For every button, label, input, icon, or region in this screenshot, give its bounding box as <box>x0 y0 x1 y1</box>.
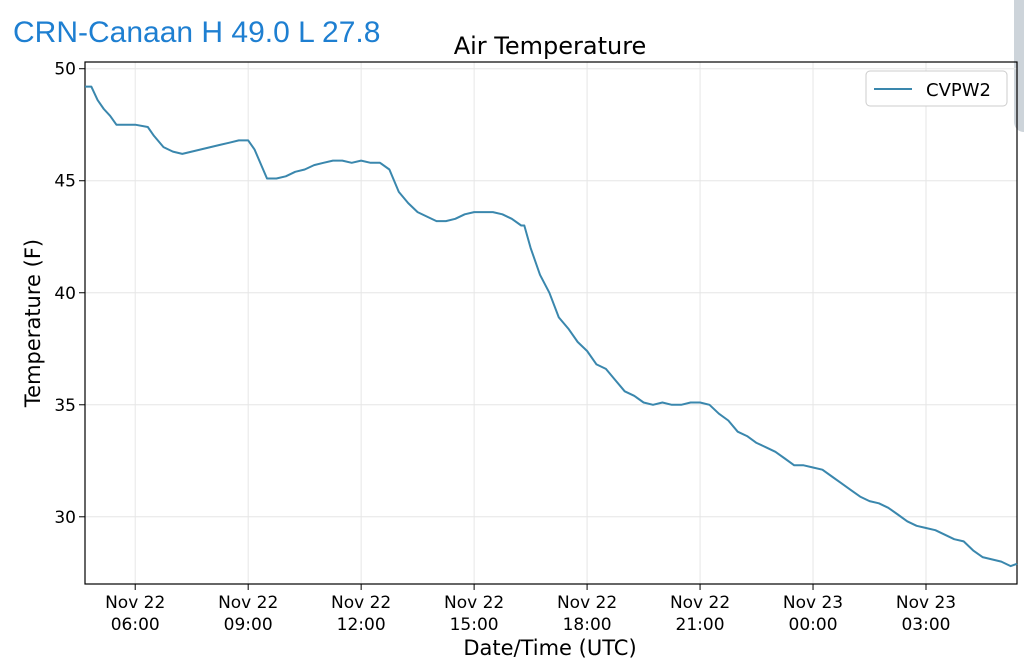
y-tick-label: 50 <box>54 60 76 80</box>
x-tick-label: Nov 22 06:00 <box>105 593 165 635</box>
x-tick-label: Nov 23 03:00 <box>896 593 956 635</box>
x-tick-label: Nov 22 09:00 <box>218 593 278 635</box>
x-tick-label: Nov 22 21:00 <box>670 593 730 635</box>
legend-box <box>865 70 1008 107</box>
x-axis-label: Date/Time (UTC) <box>463 636 636 660</box>
x-tick-label: Nov 23 00:00 <box>783 593 843 635</box>
x-tick-label: Nov 22 15:00 <box>444 593 504 635</box>
y-tick-label: 30 <box>54 508 76 528</box>
axis-ticks: 30 35 40 45 50 Nov 22 06:00 Nov 22 09:00 Nov 22 12… <box>54 60 956 635</box>
side-drawer-handle[interactable] <box>1014 0 1024 132</box>
y-tick-label: 40 <box>54 284 76 304</box>
series-layer <box>85 85 1018 568</box>
x-tick-label: Nov 22 12:00 <box>331 593 391 635</box>
series-line-cvpw2 <box>85 85 1018 568</box>
y-axis-label: Temperature (F) <box>21 239 45 408</box>
chart-grid <box>85 62 1017 584</box>
chart-legend: CVPW2 <box>865 70 1008 107</box>
chart-title: Air Temperature <box>454 32 647 60</box>
y-tick-label: 35 <box>54 396 76 416</box>
x-tick-label: Nov 22 18:00 <box>557 593 617 635</box>
legend-label-cvpw2: CVPW2 <box>926 80 991 101</box>
plot-area-frame <box>84 61 1018 585</box>
y-tick-label: 45 <box>54 172 76 192</box>
station-summary-title: CRN-Canaan H 49.0 L 27.8 <box>13 16 381 49</box>
